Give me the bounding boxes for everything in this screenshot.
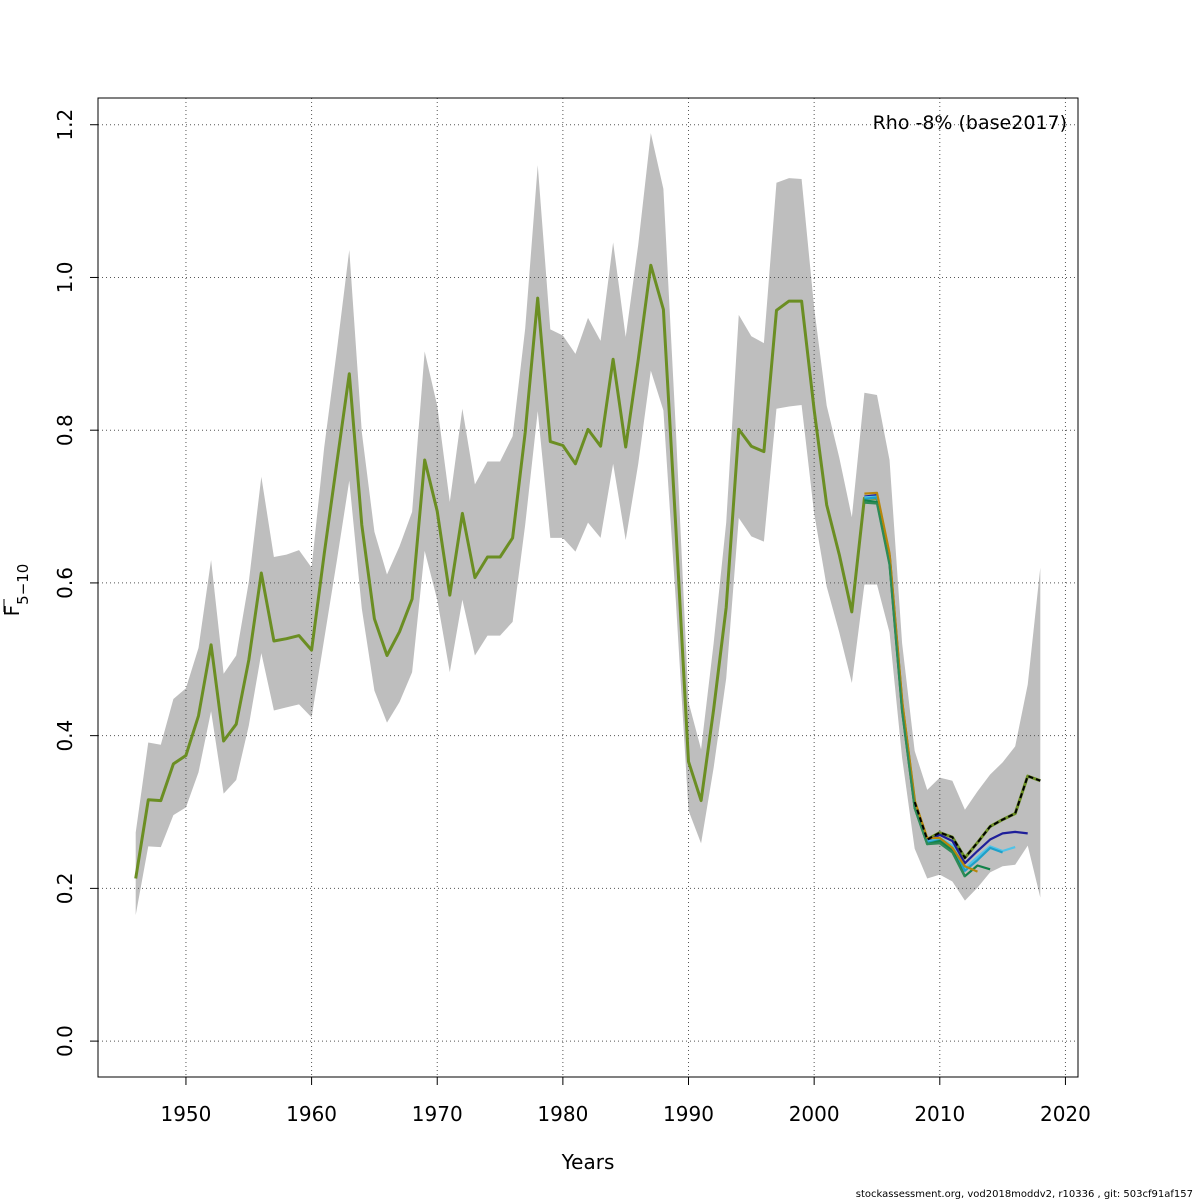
y-tick-label-2: 0.4 — [53, 720, 77, 752]
series-layer — [134, 263, 1041, 879]
x-tick-label-4: 1990 — [663, 1102, 714, 1126]
y-tick-label-1: 0.2 — [53, 872, 77, 904]
x-tick-label-7: 2020 — [1040, 1102, 1091, 1126]
plot-frame — [97, 97, 1079, 1078]
legend-text: Rho -8% (base2017) — [873, 112, 1067, 134]
svg-text:F5−10: F5−10 — [0, 564, 32, 617]
footer-text: stockassessment.org, vod2018moddv2, r103… — [856, 1189, 1193, 1200]
y-tick-label-4: 0.8 — [53, 414, 77, 446]
x-axis: 1950 1960 1970 1980 1990 2000 2010 2020 — [160, 1076, 1091, 1126]
y-tick-label-0: 0.0 — [53, 1025, 77, 1057]
x-tick-label-6: 2010 — [914, 1102, 965, 1126]
y-axis-title-main: F — [0, 605, 24, 617]
x-tick-label-0: 1950 — [160, 1102, 211, 1126]
y-tick-label-3: 0.6 — [53, 567, 77, 599]
y-tick-label-6: 1.2 — [53, 109, 77, 141]
confidence-band — [135, 133, 1041, 916]
series-line-retro-6 — [864, 501, 966, 878]
series-line-main-dashed-tail — [913, 774, 1041, 860]
y-tick-label-5: 1.0 — [53, 262, 77, 294]
x-tick-label-2: 1970 — [412, 1102, 463, 1126]
confidence-band-layer — [135, 133, 1041, 916]
y-axis: 0.0 0.2 0.4 0.6 0.8 1.0 1.2 — [53, 109, 99, 1057]
y-axis-title-sub: 5−10 — [14, 564, 32, 605]
x-tick-label-5: 2000 — [789, 1102, 840, 1126]
grid-layer — [98, 98, 1078, 1077]
x-tick-label-1: 1960 — [286, 1102, 337, 1126]
x-axis-title: Years — [561, 1150, 615, 1174]
x-tick-label-3: 1980 — [537, 1102, 588, 1126]
y-axis-title: F5−10 — [0, 564, 32, 617]
